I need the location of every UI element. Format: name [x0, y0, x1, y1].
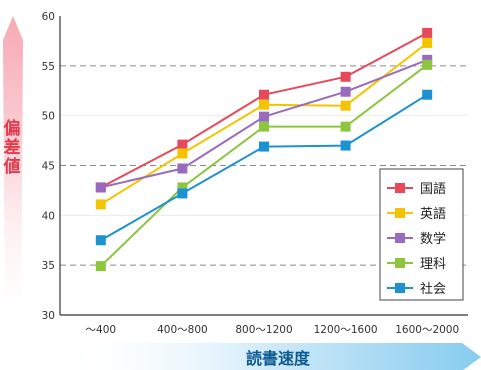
legend-label: 国語: [420, 181, 446, 197]
data-point-1-4: [422, 37, 433, 48]
data-point-4-0: [95, 235, 106, 246]
data-point-2-1: [177, 163, 188, 174]
legend-label: 社会: [420, 281, 446, 297]
y-axis-title-char: 偏: [4, 118, 21, 139]
y-tick-label-60: 60: [42, 11, 55, 23]
x-tick-label-2: 800～1200: [235, 324, 292, 336]
data-point-4-3: [340, 140, 351, 151]
legend-entry-0: 国語: [387, 181, 446, 197]
data-point-4-4: [422, 89, 433, 100]
y-tick-label-55: 55: [42, 61, 55, 73]
x-tick-label-0: ～400: [86, 324, 117, 336]
y-tick-label-45: 45: [42, 161, 55, 173]
legend-swatch-marker: [395, 208, 405, 218]
series-1: [95, 37, 433, 210]
series-line-0: [100, 32, 428, 189]
data-point-1-0: [95, 199, 106, 210]
legend-label: 理科: [420, 257, 446, 272]
x-tick-label-1: 400～800: [157, 324, 208, 336]
legend-entry-3: 理科: [387, 257, 446, 272]
legend-entry-2: 数学: [387, 231, 446, 247]
y-axis-title: 偏差値: [3, 118, 21, 177]
legend-swatch-marker: [395, 233, 405, 243]
legend-box: [379, 168, 464, 301]
legend-swatch-marker: [395, 258, 405, 268]
data-point-0-4: [422, 27, 433, 38]
y-tick-label-50: 50: [42, 111, 55, 123]
data-point-3-1: [177, 182, 188, 193]
legend-label: 数学: [420, 231, 446, 247]
x-axis-title: 読書速度: [246, 349, 311, 368]
legend-label: 英語: [420, 206, 446, 222]
data-point-0-2: [259, 89, 269, 100]
data-point-1-1: [177, 148, 188, 159]
y-direction-arrow: [3, 16, 23, 336]
data-point-3-3: [340, 121, 351, 132]
data-point-2-0: [95, 182, 106, 193]
data-point-3-0: [95, 261, 106, 272]
axes: [59, 16, 468, 316]
data-point-3-2: [259, 121, 269, 132]
axis-direction-arrows: [3, 16, 481, 370]
y-axis-title-char: 値: [3, 156, 21, 177]
legend-swatch-marker: [395, 183, 405, 193]
y-tick-labels: 30 35 40 45 50 55 60: [42, 11, 55, 322]
legend-swatch-marker: [395, 283, 405, 293]
x-direction-arrow: [58, 343, 481, 370]
data-point-2-2: [259, 111, 269, 122]
data-point-0-3: [340, 71, 351, 82]
x-tick-labels: ～400 400～800 800～1200 1200～1600 1600～2000: [86, 324, 460, 336]
data-point-1-2: [259, 99, 269, 110]
data-point-4-1: [177, 188, 188, 199]
series-3: [95, 59, 433, 272]
series-0: [95, 27, 433, 193]
y-axis-title-char: 差: [4, 137, 21, 158]
y-tick-label-40: 40: [42, 210, 55, 222]
series-4: [95, 89, 433, 246]
x-tick-label-4: 1600～2000: [395, 324, 459, 336]
data-point-3-4: [422, 59, 433, 70]
data-point-4-2: [259, 141, 269, 152]
data-point-0-1: [177, 139, 188, 150]
legend-entry-1: 英語: [387, 206, 446, 222]
legend-entry-4: 社会: [387, 281, 446, 297]
y-tick-label-35: 35: [42, 260, 55, 272]
x-tick-label-3: 1200～1600: [314, 324, 378, 336]
series-group: [95, 27, 433, 272]
y-tick-label-30: 30: [42, 310, 55, 322]
data-point-1-3: [340, 100, 351, 111]
data-point-2-3: [340, 86, 351, 97]
